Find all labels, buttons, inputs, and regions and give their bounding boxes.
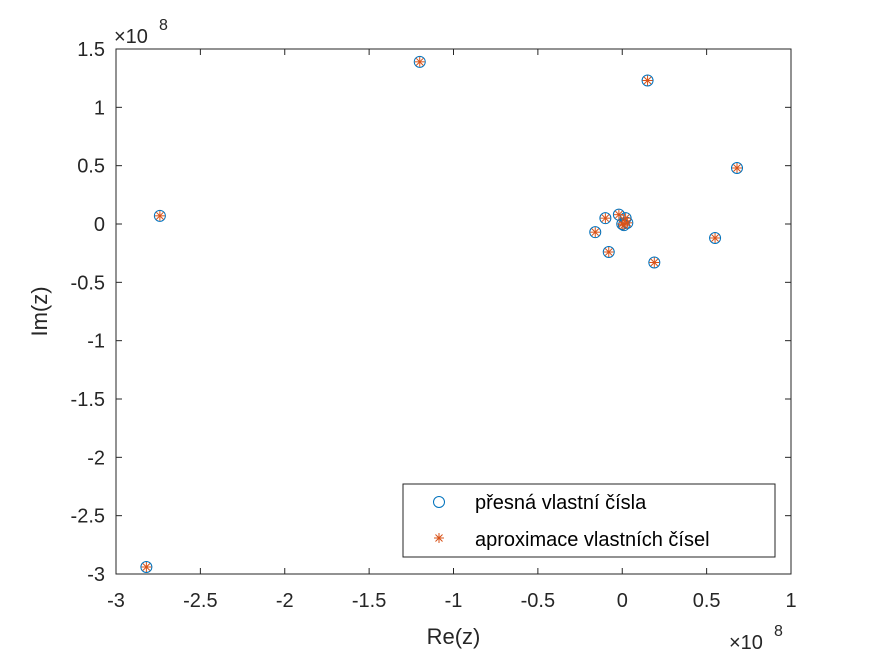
asterisk-stroke	[614, 210, 623, 219]
legend-marker-asterisk	[434, 533, 444, 543]
x-axis-exponent: ×10 8	[729, 623, 783, 654]
y-exponent-base: ×10	[114, 26, 148, 48]
data-markers	[140, 55, 743, 573]
legend-asterisk	[434, 533, 444, 543]
legend-entry-approx: aproximace vlastních čísel	[475, 529, 710, 551]
x-tick-label: -2.5	[183, 590, 217, 612]
approx-eigenvalue-point	[642, 75, 653, 86]
x-axis-ticks: -3 -2.5 -2 -1.5 -1 -0.5 0 0.5 1	[107, 49, 797, 612]
approx-eigenvalue-point	[141, 562, 152, 572]
exact-eigenvalue-point	[413, 55, 426, 68]
y-tick-label: -2.5	[71, 506, 105, 528]
y-axis-exponent: ×10 8	[114, 17, 168, 48]
approx-eigenvalue-point	[622, 217, 633, 228]
x-exponent-base: ×10	[729, 632, 763, 654]
exact-eigenvalue-point	[648, 256, 661, 269]
x-axis-label: Re(z)	[427, 624, 481, 649]
exact-eigenvalue-point	[602, 246, 615, 258]
asterisk-stroke	[604, 248, 613, 256]
exact-eigenvalue-point	[589, 226, 602, 239]
y-tick-label: 1.5	[77, 39, 105, 61]
y-tick-label: -1.5	[71, 389, 105, 411]
x-tick-label: -0.5	[521, 590, 555, 612]
approx-eigenvalue-point	[710, 233, 721, 243]
asterisk-stroke	[711, 234, 719, 242]
x-tick-label: 1	[785, 590, 796, 612]
asterisk-stroke	[591, 228, 600, 237]
asterisk-stroke	[643, 76, 652, 85]
asterisk-stroke	[650, 258, 659, 267]
asterisk-stroke	[621, 214, 630, 223]
x-tick-label: 0.5	[693, 590, 721, 612]
approx-eigenvalue-point	[732, 163, 742, 173]
exact-eigenvalue-point	[599, 212, 612, 225]
approx-eigenvalue-point	[600, 213, 611, 224]
approx-eigenvalue-point	[649, 257, 660, 268]
x-tick-label: -1	[445, 590, 463, 612]
y-tick-label: -0.5	[71, 272, 105, 294]
asterisk-stroke	[733, 164, 741, 172]
y-tick-label: 1	[94, 97, 105, 119]
legend-box	[402, 483, 776, 558]
exact-eigenvalue-point	[709, 232, 722, 244]
asterisk-stroke	[155, 211, 164, 220]
approx-eigenvalue-point	[603, 247, 614, 257]
y-tick-label: -2	[87, 447, 105, 469]
legend-entry-exact: přesná vlastní čísla	[475, 492, 647, 514]
legend-circle	[433, 496, 445, 508]
exact-eigenvalue-point	[140, 561, 153, 573]
approx-eigenvalue-point	[590, 227, 601, 238]
x-tick-label: -2	[276, 590, 294, 612]
exact-eigenvalue-point	[641, 74, 654, 87]
asterisk-stroke	[435, 534, 443, 542]
asterisk-stroke	[142, 563, 151, 571]
asterisk-stroke	[415, 57, 424, 66]
x-tick-label: -3	[107, 590, 125, 612]
x-tick-label: -1.5	[352, 590, 386, 612]
y-axis-ticks: -3 -2.5 -2 -1.5 -1 -0.5 0 0.5 1 1.5	[71, 39, 791, 586]
legend: přesná vlastní čísla aproximace vlastníc…	[402, 483, 776, 558]
approx-eigenvalue-point	[414, 56, 425, 67]
exact-eigenvalue-point	[731, 162, 743, 174]
asterisk-stroke	[623, 218, 632, 227]
exact-eigenvalue-point	[153, 209, 166, 222]
y-tick-label: -1	[87, 331, 105, 353]
x-tick-label: 0	[617, 590, 628, 612]
x-exponent-power: 8	[774, 623, 783, 640]
y-tick-label: 0	[94, 214, 105, 236]
y-tick-label: 0.5	[77, 156, 105, 178]
legend-marker-circle	[433, 496, 445, 508]
asterisk-stroke	[601, 214, 610, 223]
y-tick-label: -3	[87, 564, 105, 586]
approx-eigenvalue-point	[154, 210, 165, 221]
y-exponent-power: 8	[159, 17, 168, 34]
y-axis-label: Im(z)	[27, 286, 52, 336]
